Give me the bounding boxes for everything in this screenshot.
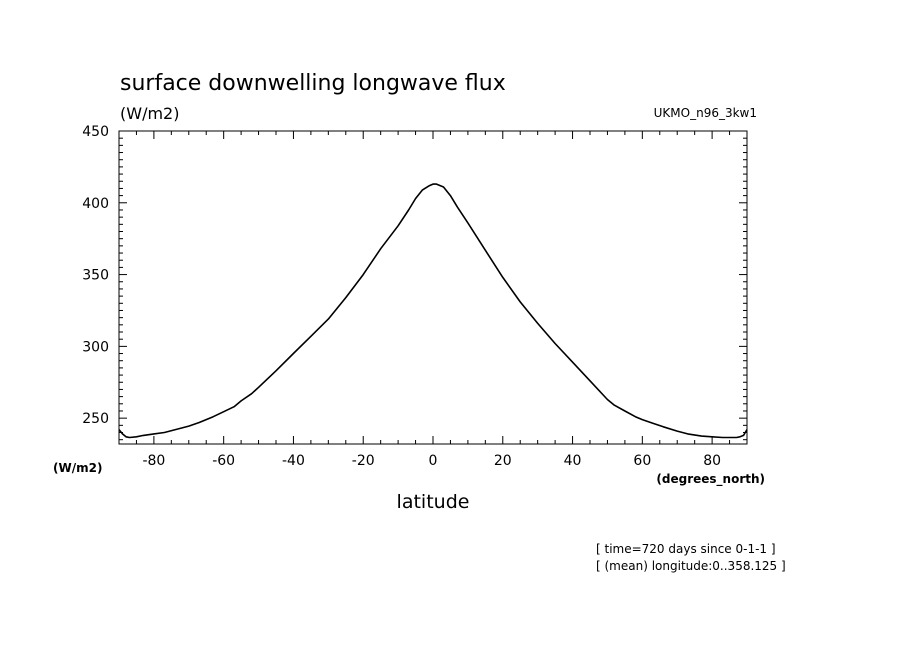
x-tick-label: 60	[633, 453, 651, 469]
units-label-left: (W/m2)	[53, 461, 102, 475]
y-tick-label: 300	[82, 339, 109, 355]
x-tick-label: 80	[703, 453, 721, 469]
y-axis-tick-labels: 250 300 350 400 450	[82, 124, 109, 427]
x-tick-label: 20	[494, 453, 512, 469]
x-tick-label: -20	[352, 453, 375, 469]
x-axis-units: (degrees_north)	[656, 472, 765, 487]
x-tick-label: -80	[142, 453, 165, 469]
footnote-longitude: [ (mean) longitude:0..358.125 ]	[596, 559, 786, 573]
series-line-flux	[118, 183, 748, 439]
chart-title: surface downwelling longwave flux	[120, 71, 506, 96]
y-tick-label: 250	[82, 411, 109, 427]
x-tick-label: 40	[564, 453, 582, 469]
y-tick-label: 400	[82, 196, 109, 212]
x-axis-tick-labels: -80 -60 -40 -20 0 20 40 60 80	[142, 453, 721, 469]
x-axis-ticks	[118, 131, 748, 444]
x-tick-label: -40	[282, 453, 305, 469]
x-axis-label: latitude	[397, 491, 470, 513]
units-label-top: (W/m2)	[120, 104, 179, 123]
footnote-time: [ time=720 days since 0-1-1 ]	[596, 542, 776, 556]
y-axis-ticks	[119, 130, 747, 441]
y-tick-label: 350	[82, 268, 109, 284]
y-tick-label: 450	[82, 124, 109, 140]
model-label: UKMO_n96_3kw1	[654, 106, 757, 120]
x-tick-label: 0	[429, 453, 438, 469]
plot-area	[118, 130, 748, 445]
x-tick-label: -60	[212, 453, 235, 469]
